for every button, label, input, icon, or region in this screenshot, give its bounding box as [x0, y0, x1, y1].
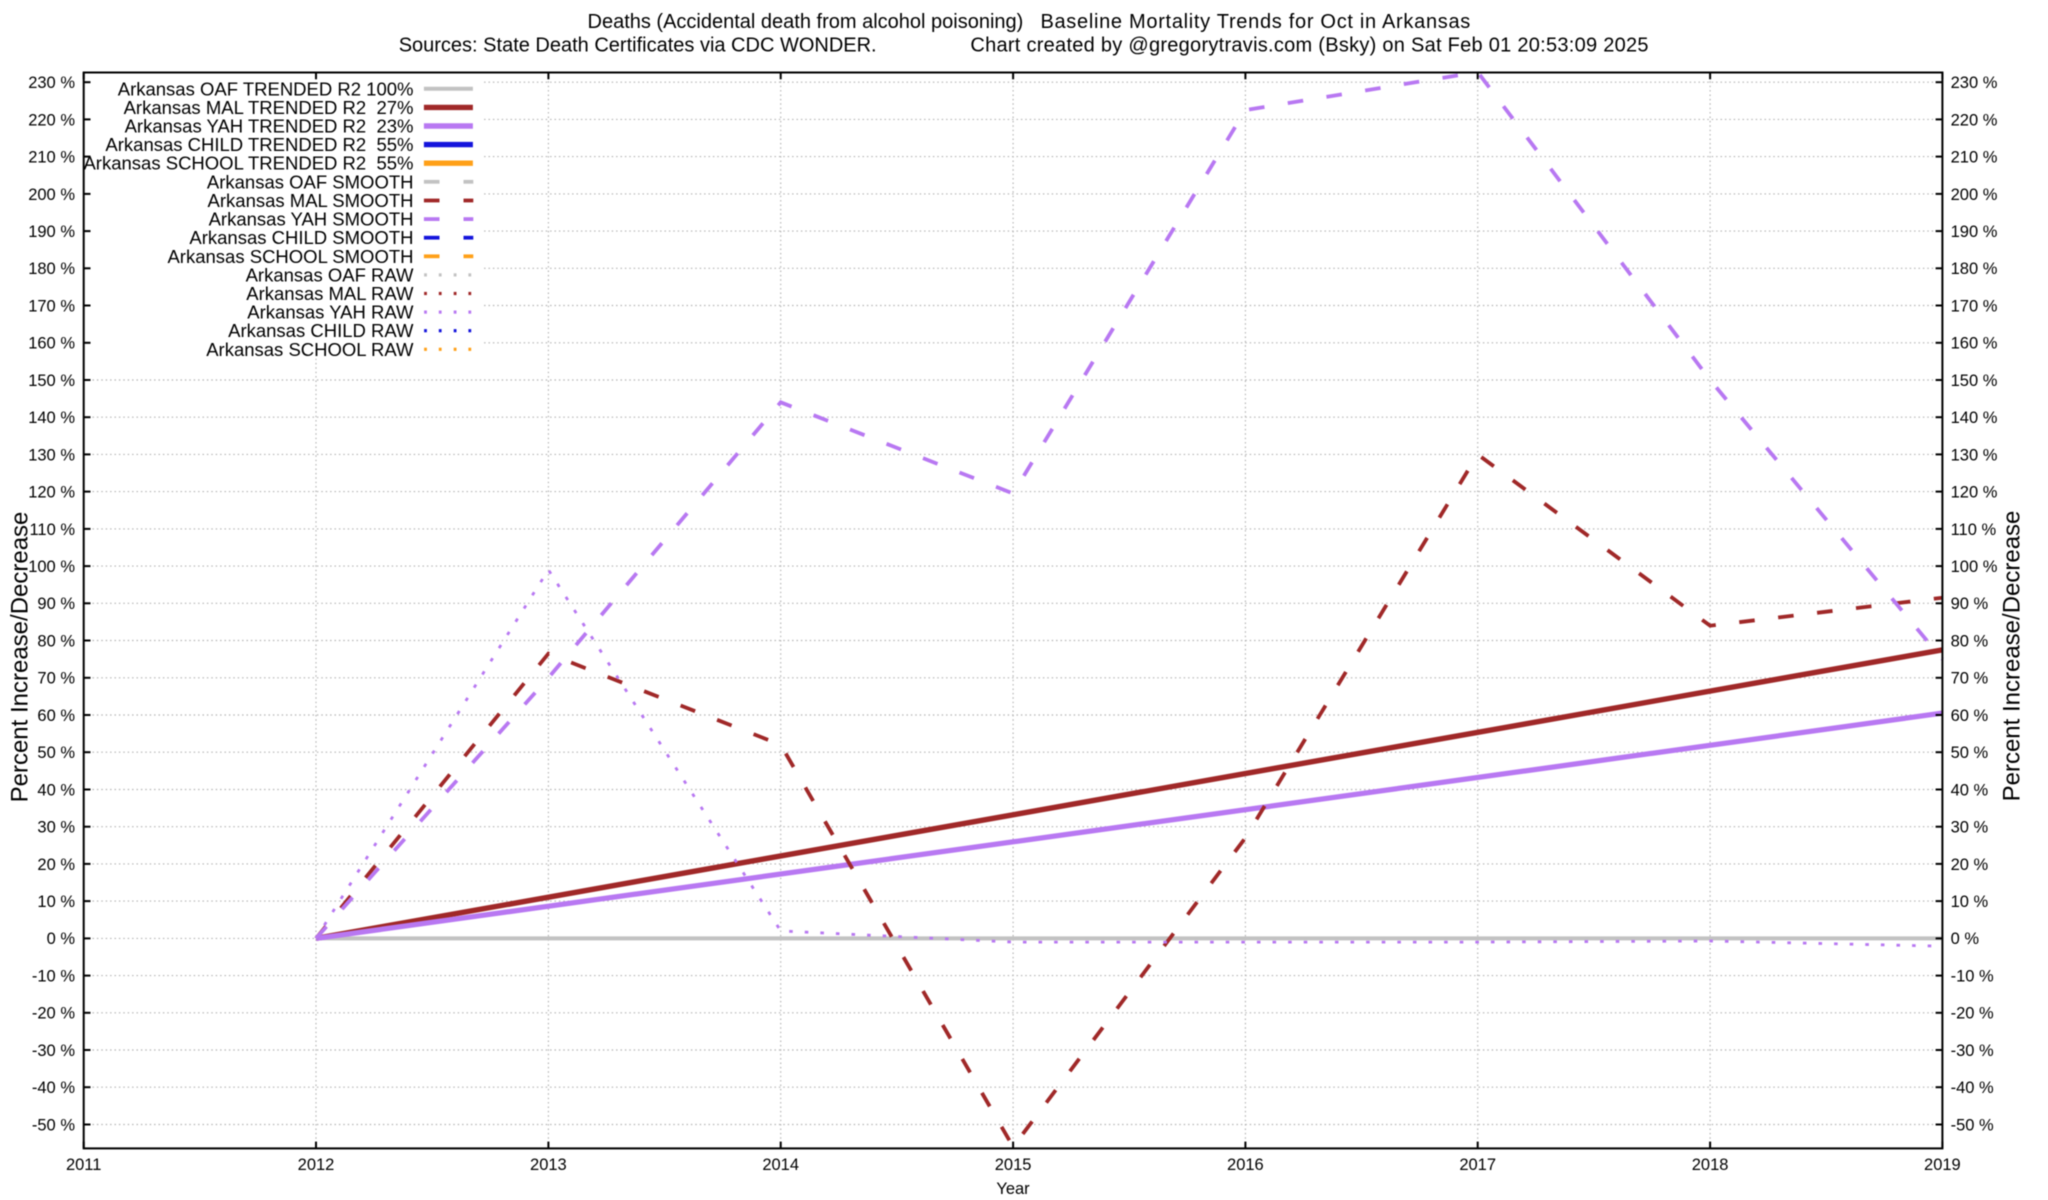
svg-text:Arkansas MAL SMOOTH: Arkansas MAL SMOOTH [208, 190, 414, 211]
svg-text:220 %: 220 % [1951, 111, 1998, 129]
svg-text:Arkansas CHILD SMOOTH: Arkansas CHILD SMOOTH [189, 227, 413, 248]
svg-text:Arkansas YAH RAW: Arkansas YAH RAW [247, 302, 414, 323]
svg-text:Arkansas MAL TRENDED R2 27%: Arkansas MAL TRENDED R2 27% [124, 97, 414, 118]
svg-text:-40 %: -40 % [1951, 1079, 1994, 1097]
svg-text:70 %: 70 % [37, 670, 75, 688]
svg-text:140 %: 140 % [28, 409, 75, 427]
svg-text:2016: 2016 [1227, 1156, 1264, 1174]
svg-text:190 %: 190 % [1951, 223, 1998, 241]
svg-text:30 %: 30 % [1951, 819, 1989, 837]
svg-text:170 %: 170 % [28, 297, 75, 315]
svg-text:80 %: 80 % [37, 632, 75, 650]
svg-text:Year: Year [996, 1180, 1030, 1198]
svg-text:110 %: 110 % [1951, 521, 1997, 539]
svg-text:90 %: 90 % [37, 595, 75, 613]
svg-text:20 %: 20 % [37, 856, 75, 874]
svg-text:20 %: 20 % [1951, 856, 1989, 874]
svg-text:Percent Increase/Decrease: Percent Increase/Decrease [1999, 511, 2026, 802]
svg-text:200 %: 200 % [1951, 186, 1998, 204]
svg-text:50 %: 50 % [37, 744, 75, 762]
svg-text:2014: 2014 [762, 1156, 799, 1174]
svg-text:Arkansas CHILD TRENDED R2 55%: Arkansas CHILD TRENDED R2 55% [105, 134, 413, 155]
svg-text:120 %: 120 % [28, 484, 75, 502]
svg-text:2013: 2013 [530, 1156, 567, 1174]
svg-text:Chart created by @gregorytravi: Chart created by @gregorytravis.com (Bsk… [970, 35, 1648, 57]
svg-text:Arkansas SCHOOL SMOOTH: Arkansas SCHOOL SMOOTH [167, 246, 413, 267]
svg-text:150 %: 150 % [1951, 372, 1998, 390]
svg-text:230 %: 230 % [28, 74, 75, 92]
svg-text:210 %: 210 % [28, 149, 75, 167]
svg-text:160 %: 160 % [1951, 335, 1998, 353]
svg-text:Sources: State Death Certifica: Sources: State Death Certificates via CD… [399, 35, 877, 57]
svg-text:0 %: 0 % [47, 930, 76, 948]
svg-text:-30 %: -30 % [32, 1042, 75, 1060]
svg-text:10 %: 10 % [1951, 893, 1989, 911]
svg-text:160 %: 160 % [28, 335, 75, 353]
svg-text:70 %: 70 % [1951, 670, 1989, 688]
svg-text:170 %: 170 % [1951, 297, 1998, 315]
svg-text:-10 %: -10 % [32, 968, 75, 986]
svg-text:100 %: 100 % [1951, 558, 1998, 576]
svg-text:150 %: 150 % [28, 372, 75, 390]
svg-text:30 %: 30 % [37, 819, 75, 837]
svg-text:Percent Increase/Decrease: Percent Increase/Decrease [6, 512, 33, 803]
svg-text:-50 %: -50 % [1951, 1116, 1994, 1134]
svg-text:Arkansas YAH SMOOTH: Arkansas YAH SMOOTH [209, 209, 414, 230]
svg-text:2011: 2011 [66, 1156, 101, 1174]
svg-text:90 %: 90 % [1951, 595, 1989, 613]
svg-text:100 %: 100 % [28, 558, 75, 576]
svg-text:190 %: 190 % [28, 223, 75, 241]
svg-text:180 %: 180 % [1951, 260, 1998, 278]
svg-text:-50 %: -50 % [32, 1116, 75, 1134]
svg-text:40 %: 40 % [37, 781, 75, 799]
svg-text:-10 %: -10 % [1951, 968, 1994, 986]
svg-text:60 %: 60 % [37, 707, 75, 725]
svg-text:Arkansas SCHOOL TRENDED R2 55: Arkansas SCHOOL TRENDED R2 55% [83, 153, 413, 174]
svg-text:230 %: 230 % [1951, 74, 1998, 92]
svg-text:Arkansas OAF SMOOTH: Arkansas OAF SMOOTH [207, 171, 414, 192]
svg-text:2015: 2015 [995, 1156, 1032, 1174]
svg-text:2017: 2017 [1459, 1156, 1496, 1174]
svg-text:10 %: 10 % [37, 893, 75, 911]
svg-text:Deaths (Accidental death from: Deaths (Accidental death from alcohol po… [588, 11, 1024, 33]
svg-text:Arkansas YAH TRENDED R2 23%: Arkansas YAH TRENDED R2 23% [125, 116, 414, 137]
svg-text:120 %: 120 % [1951, 484, 1998, 502]
svg-text:2019: 2019 [1924, 1156, 1961, 1174]
svg-text:140 %: 140 % [1951, 409, 1998, 427]
svg-text:40 %: 40 % [1951, 781, 1989, 799]
svg-text:80 %: 80 % [1951, 632, 1989, 650]
svg-text:Baseline Mortality Trends for: Baseline Mortality Trends for Oct in Ark… [1040, 11, 1471, 33]
svg-text:-30 %: -30 % [1951, 1042, 1994, 1060]
svg-text:Arkansas CHILD RAW: Arkansas CHILD RAW [228, 320, 414, 341]
svg-text:110 %: 110 % [29, 521, 75, 539]
svg-text:130 %: 130 % [1951, 446, 1998, 464]
svg-text:2012: 2012 [298, 1156, 335, 1174]
svg-text:2018: 2018 [1692, 1156, 1729, 1174]
svg-text:130 %: 130 % [28, 446, 75, 464]
svg-text:220 %: 220 % [28, 111, 75, 129]
svg-text:-40 %: -40 % [32, 1079, 75, 1097]
svg-text:200 %: 200 % [28, 186, 75, 204]
svg-text:50 %: 50 % [1951, 744, 1989, 762]
svg-text:-20 %: -20 % [32, 1005, 75, 1023]
svg-text:Arkansas OAF TRENDED R2 100%: Arkansas OAF TRENDED R2 100% [118, 78, 414, 99]
svg-text:Arkansas SCHOOL RAW: Arkansas SCHOOL RAW [206, 339, 414, 360]
svg-text:60 %: 60 % [1951, 707, 1989, 725]
svg-text:-20 %: -20 % [1951, 1005, 1994, 1023]
svg-text:0 %: 0 % [1951, 930, 1980, 948]
svg-text:180 %: 180 % [28, 260, 75, 278]
svg-text:Arkansas OAF RAW: Arkansas OAF RAW [246, 264, 414, 285]
svg-text:210 %: 210 % [1951, 149, 1998, 167]
svg-text:Arkansas MAL RAW: Arkansas MAL RAW [246, 283, 414, 304]
